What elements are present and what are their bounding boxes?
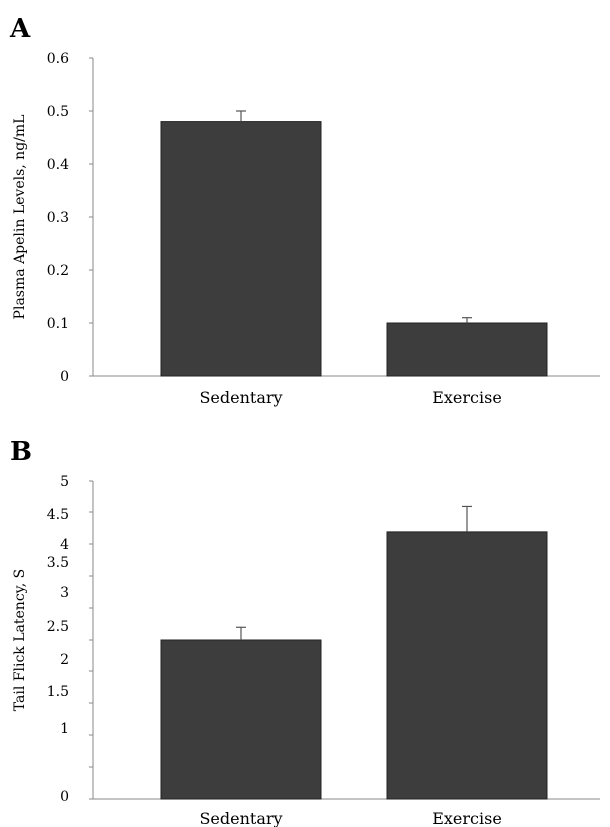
y-tick-label: 0.1 [47,316,69,332]
bar-exercise [386,322,548,377]
panel-letter: A [9,14,31,44]
y-tick-label: 2.5 [47,619,69,635]
category-label: Sedentary [199,388,282,407]
category-label: Exercise [432,388,502,407]
panel-b: B Tail Flick Latency, S 0 1 1.5 2 2.5 3 3.5 4 4.5 5… [10,437,600,827]
y-tick-label: 0.3 [47,210,69,226]
y-tick-label: 3.5 [47,555,69,571]
category-label: Exercise [432,809,502,827]
y-tick-label: 5 [60,474,69,490]
category-label: Sedentary [199,809,282,827]
y-tick-label: 0.2 [47,263,69,279]
y-tick-label: 1 [60,721,69,737]
y-tick-label: 0 [60,369,69,385]
y-tick-label: 0.5 [47,104,69,120]
panel-a: A Plasma Apelin Levels, ng/mL 0 0.1 0.2 0.3 0.… [9,14,600,407]
y-axis-title: Plasma Apelin Levels, ng/mL [12,115,28,320]
bar-exercise [386,531,548,800]
bar-sedentary [160,639,322,800]
y-tick-label: 2 [60,652,69,668]
y-tick-label: 3 [60,585,69,601]
y-tick-label: 0.4 [47,157,69,173]
y-tick-label: 4 [60,537,69,553]
y-tick-label: 0 [60,789,69,805]
y-axis-title: Tail Flick Latency, S [12,569,28,711]
y-tick-label: 1.5 [47,684,69,700]
bar-sedentary [160,121,322,377]
panel-letter: B [10,437,32,467]
y-tick-label: 4.5 [47,507,69,523]
y-tick-label: 0.6 [47,51,69,67]
